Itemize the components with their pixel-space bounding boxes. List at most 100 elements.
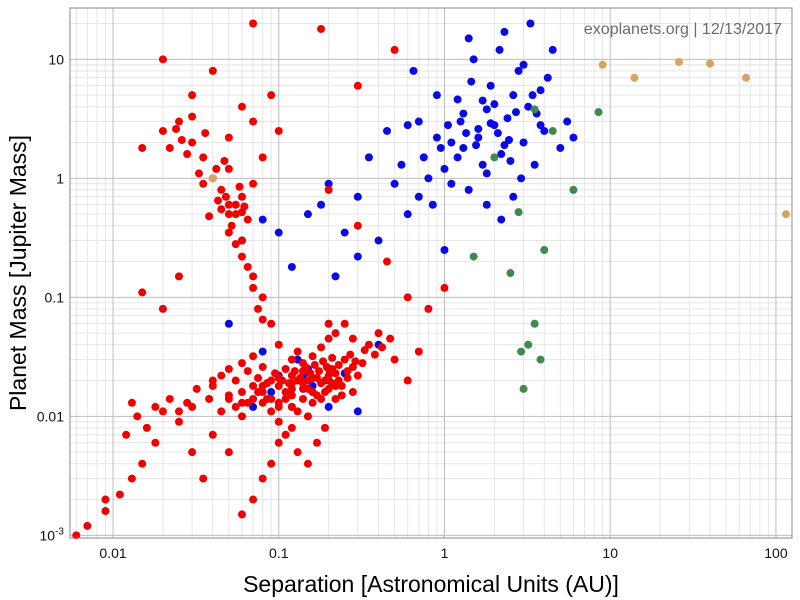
x-tick-label: 0.01 — [99, 545, 126, 561]
data-point — [536, 86, 545, 95]
data-point — [231, 376, 240, 385]
data-point — [227, 221, 236, 230]
plot-frame — [69, 7, 793, 539]
data-point — [224, 394, 233, 403]
data-point — [317, 24, 326, 33]
data-point — [274, 228, 283, 237]
data-point — [370, 350, 379, 359]
data-point — [397, 160, 406, 169]
data-point — [432, 133, 441, 142]
data-point — [320, 423, 329, 432]
data-point — [348, 362, 357, 371]
data-point — [474, 133, 483, 142]
data-point — [348, 334, 357, 343]
data-point — [781, 210, 790, 219]
data-point — [205, 394, 214, 403]
data-point — [122, 430, 131, 439]
data-point — [440, 164, 449, 173]
data-point — [464, 34, 473, 43]
data-point — [258, 362, 267, 371]
data-point — [303, 459, 312, 468]
data-point — [403, 293, 412, 302]
data-point — [315, 367, 324, 376]
data-point — [506, 269, 515, 278]
x-axis-title: Separation [Astronomical Units (AU)] — [243, 571, 619, 597]
data-point — [500, 141, 509, 150]
data-point — [194, 169, 203, 178]
data-point — [258, 293, 267, 302]
data-point — [224, 164, 233, 173]
data-point — [199, 474, 208, 483]
y-axis-title: Planet Mass [Jupiter Mass] — [5, 135, 31, 411]
x-tick-labels: 0.01 0.1 1 10 100 — [99, 545, 787, 561]
data-point — [274, 381, 283, 390]
y-tick-label: 10-3 — [40, 526, 65, 543]
data-point — [358, 359, 367, 368]
data-point — [467, 77, 476, 86]
y-tick-labels: 10-3 0.01 0.1 1 10 — [37, 51, 65, 543]
data-point — [343, 373, 352, 382]
data-point — [249, 19, 258, 28]
data-point — [274, 438, 283, 447]
data-point — [378, 343, 387, 352]
data-point — [317, 200, 326, 209]
data-point — [519, 384, 528, 393]
data-point — [177, 135, 186, 144]
data-point — [72, 531, 81, 540]
data-point — [217, 205, 226, 214]
data-point — [514, 66, 523, 75]
data-point — [409, 66, 418, 75]
data-point — [267, 91, 276, 100]
data-point — [237, 252, 246, 261]
data-point — [208, 66, 217, 75]
data-point — [340, 355, 349, 364]
data-point — [360, 346, 369, 355]
data-point — [526, 19, 535, 28]
data-point — [320, 376, 329, 385]
data-point — [630, 73, 639, 82]
data-point — [303, 384, 312, 393]
data-point — [414, 117, 423, 126]
data-point — [172, 124, 181, 133]
data-point — [374, 236, 383, 245]
data-point — [127, 474, 136, 483]
data-point — [598, 60, 607, 69]
data-point — [287, 384, 296, 393]
data-point — [308, 352, 317, 361]
data-point — [214, 196, 223, 205]
data-point — [151, 438, 160, 447]
data-point — [231, 240, 240, 249]
data-point — [334, 376, 343, 385]
data-point — [540, 245, 549, 254]
data-point — [414, 347, 423, 356]
data-point — [183, 150, 192, 159]
data-point — [472, 141, 481, 150]
x-tick-label: 100 — [764, 545, 788, 561]
data-point — [403, 210, 412, 219]
data-point — [310, 361, 319, 370]
data-point — [235, 182, 244, 191]
data-point — [346, 350, 355, 359]
data-point — [258, 388, 267, 397]
data-point — [258, 347, 267, 356]
data-point — [530, 160, 539, 169]
data-point — [281, 388, 290, 397]
data-point — [495, 45, 504, 54]
data-point — [331, 329, 340, 338]
data-point — [237, 359, 246, 368]
data-point — [274, 417, 283, 426]
data-point — [440, 245, 449, 254]
data-point — [456, 117, 465, 126]
y-tick-label: 0.1 — [45, 289, 65, 305]
data-point — [459, 143, 468, 152]
data-point — [158, 304, 167, 313]
data-point — [364, 340, 373, 349]
data-point — [188, 448, 197, 457]
data-point — [548, 126, 557, 135]
data-point — [340, 228, 349, 237]
data-point — [224, 200, 233, 209]
data-point — [403, 376, 412, 385]
data-point — [519, 60, 528, 69]
data-point — [249, 272, 258, 281]
data-point — [453, 153, 462, 162]
